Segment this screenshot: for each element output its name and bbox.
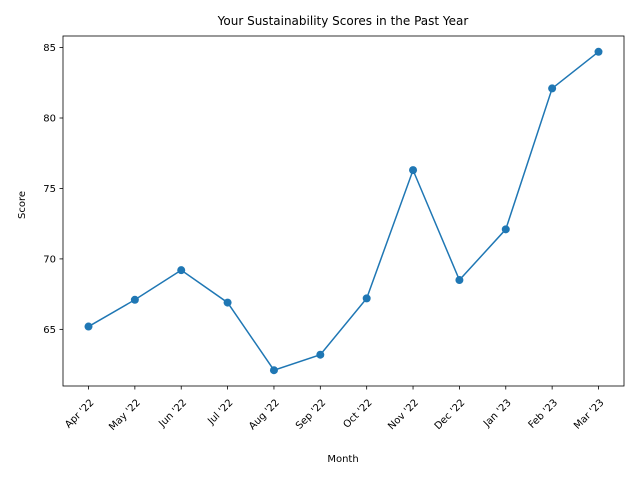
data-point [223,298,232,307]
chart-title: Your Sustainability Scores in the Past Y… [217,14,469,28]
plot-frame [62,35,625,387]
y-tick-label: 65 [43,325,56,336]
data-point [84,322,93,331]
data-point [501,225,510,234]
data-point [269,366,278,375]
data-point [362,294,371,303]
x-axis-label: Month [327,454,358,465]
data-point [177,266,186,275]
data-point [409,166,418,175]
y-tick-label: 80 [43,114,56,125]
data-point [548,84,557,93]
plot-area [62,35,625,387]
y-axis-label: Score [17,191,28,219]
data-point [455,276,464,285]
y-tick-label: 70 [43,254,56,265]
y-tick-label: 75 [43,184,56,195]
y-tick-label: 85 [43,43,56,54]
series-group [84,47,603,375]
series-line [88,51,599,372]
data-point [130,295,139,304]
y-axis: 65 70 75 80 85 [43,43,63,336]
data-point [316,350,325,359]
data-point [594,47,603,56]
